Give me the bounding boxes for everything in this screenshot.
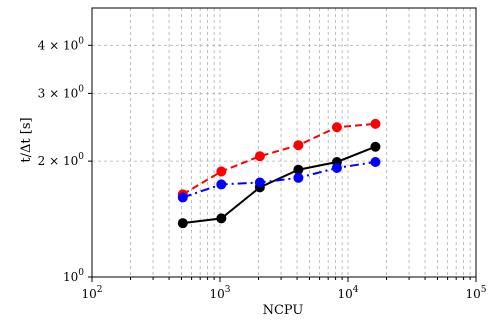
x-tick-label: 103 <box>209 285 230 301</box>
x-tick-label: 104 <box>337 285 358 301</box>
series-3-point <box>216 179 227 190</box>
series-1-point <box>216 166 227 177</box>
tick-label-layer: 102 103 104 105 100 2 × 100 3 × 100 4 × 100 <box>38 36 487 301</box>
series-2-point <box>293 164 304 175</box>
y-axis-label: t/Δt [s] <box>19 117 34 162</box>
x-tick-label: 105 <box>465 285 486 301</box>
series-1-point <box>293 140 304 151</box>
y-tick-label: 100 <box>63 268 84 284</box>
series-3-point <box>370 156 381 167</box>
y-tick-label: 3 × 100 <box>38 84 85 100</box>
series-3-point <box>254 177 265 188</box>
series-1-point <box>254 151 265 162</box>
series-1-point <box>331 122 342 133</box>
series-3-point <box>177 192 188 203</box>
series-2-point <box>370 141 381 152</box>
y-tick-label: 4 × 100 <box>38 36 85 52</box>
series-1-point <box>370 118 381 129</box>
plot-frame <box>91 7 477 278</box>
y-tick-label: 2 × 100 <box>38 152 85 168</box>
x-tick-label: 102 <box>81 285 102 301</box>
series-2-point <box>216 213 227 224</box>
series-layer <box>177 118 381 229</box>
series-line-2 <box>182 145 376 225</box>
series-line-1 <box>182 122 376 196</box>
series-line-3 <box>182 161 376 199</box>
x-axis-label: NCPU <box>263 303 304 318</box>
series-3-point <box>331 162 342 173</box>
axes-layer <box>88 7 477 282</box>
grid-layer <box>92 8 476 277</box>
series-2-point <box>177 218 188 229</box>
series-3-point <box>293 172 304 183</box>
